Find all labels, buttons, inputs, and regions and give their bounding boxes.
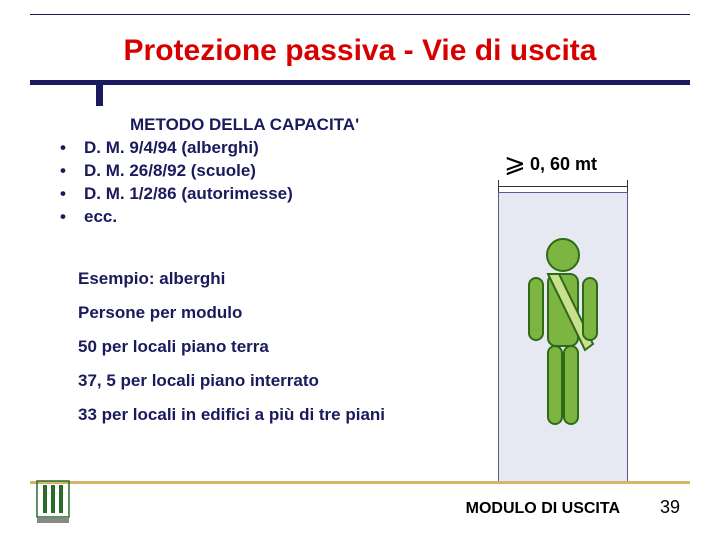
slide: Protezione passiva - Vie di uscita METOD…: [0, 0, 720, 540]
example-row: 37, 5 per locali piano interrato: [78, 371, 480, 391]
page-number: 39: [660, 497, 680, 518]
exit-module-figure: ⩾ 0, 60 mt: [488, 140, 638, 490]
slide-title: Protezione passiva - Vie di uscita: [50, 34, 670, 68]
example-heading: Esempio: alberghi: [78, 269, 480, 289]
decree-list: D. M. 9/4/94 (alberghi) D. M. 26/8/92 (s…: [60, 137, 480, 229]
list-item: D. M. 9/4/94 (alberghi): [60, 137, 480, 160]
example-sub: Persone per modulo: [78, 303, 480, 323]
footer-rule: [30, 481, 690, 484]
institution-logo-icon: [36, 480, 70, 524]
header-rule-thin: [30, 14, 690, 15]
title-tick: [96, 80, 103, 106]
example-block: Esempio: alberghi Persone per modulo 50 …: [78, 269, 480, 425]
list-item: ecc.: [60, 206, 480, 229]
title-underline: [30, 80, 690, 85]
example-row: 50 per locali piano terra: [78, 337, 480, 357]
person-icon: [488, 140, 638, 490]
method-subtitle: METODO DELLA CAPACITA': [130, 115, 480, 135]
list-item: D. M. 26/8/92 (scuole): [60, 160, 480, 183]
content-area: METODO DELLA CAPACITA' D. M. 9/4/94 (alb…: [60, 115, 480, 439]
example-row: 33 per locali in edifici a più di tre pi…: [78, 405, 480, 425]
list-item: D. M. 1/2/86 (autorimesse): [60, 183, 480, 206]
footer-label: MODULO DI USCITA: [466, 500, 620, 518]
